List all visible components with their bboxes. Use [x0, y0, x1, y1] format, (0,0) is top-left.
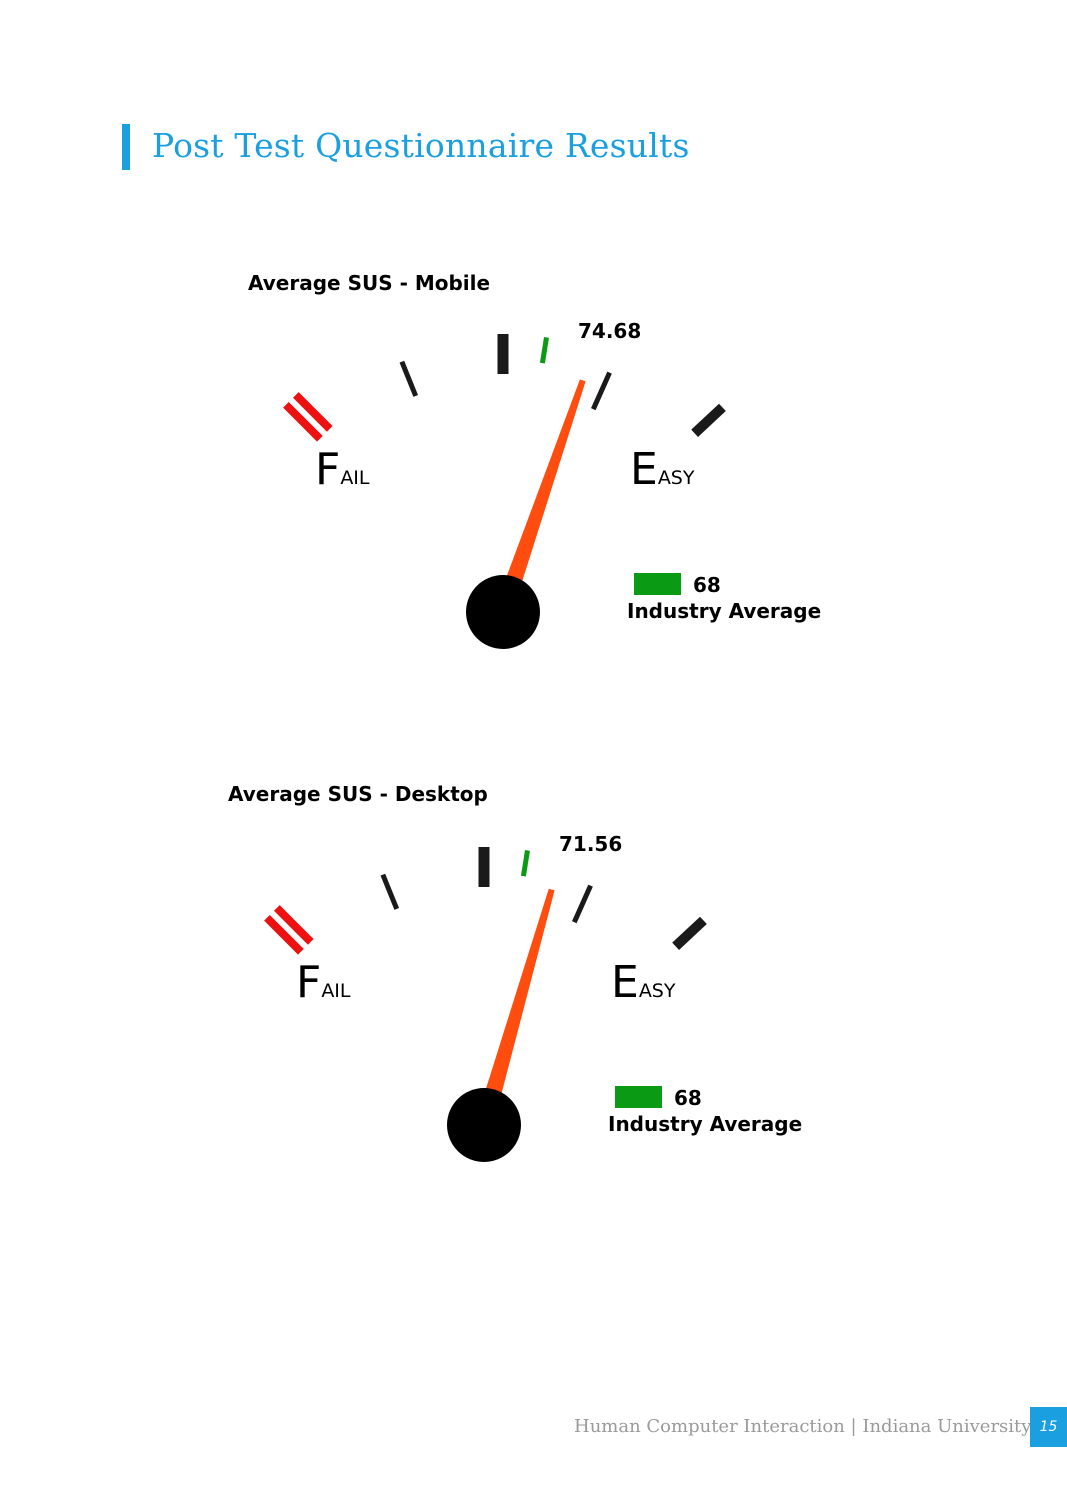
gauge-heading-mobile: Average SUS - Mobile	[248, 271, 491, 295]
needle-hub	[447, 1088, 521, 1162]
tick-right	[591, 371, 612, 411]
needle-hub	[466, 575, 540, 649]
fail-marker-bar	[273, 905, 314, 945]
tick-right	[572, 884, 593, 924]
gauge-heading-desktop: Average SUS - Desktop	[228, 782, 488, 806]
industry-average-tick	[539, 337, 549, 364]
tick-easy	[691, 403, 726, 437]
fail-marker-bar	[283, 401, 323, 442]
fail-marker-bar	[264, 914, 304, 955]
fail-label: FAIL	[315, 444, 370, 495]
legend-value: 68	[674, 1086, 702, 1110]
legend-swatch	[634, 573, 681, 595]
footer-text: Human Computer Interaction | Indiana Uni…	[574, 1416, 1032, 1437]
title-accent-bar	[122, 124, 130, 170]
legend-label: Industry Average	[627, 599, 821, 623]
tick-easy	[672, 916, 707, 950]
legend-swatch	[615, 1086, 662, 1108]
easy-label: EASY	[630, 444, 695, 495]
page-number-badge: 15	[1030, 1407, 1067, 1447]
gauge-needle	[475, 888, 555, 1128]
page-title: Post Test Questionnaire Results	[152, 126, 690, 165]
fail-label: FAIL	[296, 957, 351, 1008]
fail-marker-bar	[292, 392, 333, 432]
legend-value: 68	[693, 573, 721, 597]
gauge-needle	[494, 379, 586, 615]
tick-left	[380, 873, 400, 910]
industry-average-tick	[520, 850, 530, 877]
gauge-value-label: 71.56	[559, 832, 622, 856]
easy-label: EASY	[611, 957, 676, 1008]
tick-left	[399, 360, 419, 397]
legend-label: Industry Average	[608, 1112, 802, 1136]
gauge-value-label: 74.68	[578, 319, 641, 343]
